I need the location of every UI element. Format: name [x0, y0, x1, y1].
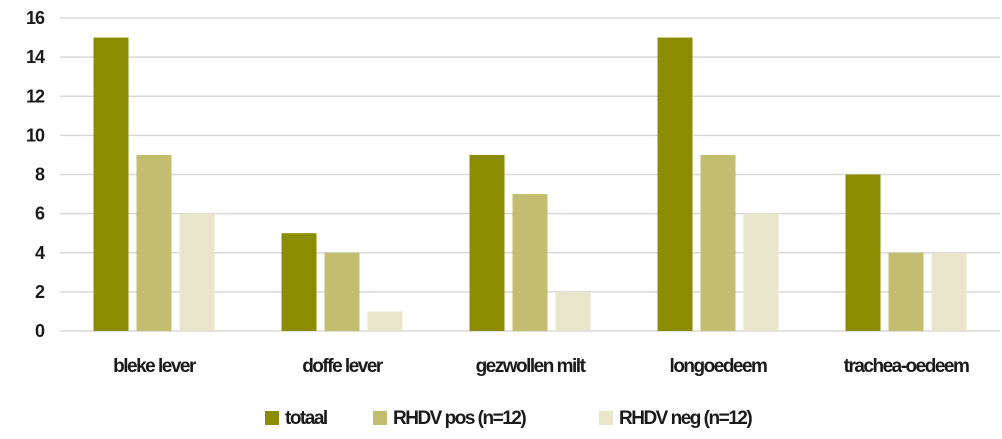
bar-2-3 [512, 194, 548, 331]
bar-2-1 [136, 154, 172, 331]
y-tick-label: 14 [26, 47, 45, 67]
bar-1-4 [657, 37, 693, 331]
bar-1-1 [93, 37, 129, 331]
x-category-label: longoedeem [670, 356, 768, 377]
bar-3-4 [743, 213, 779, 331]
bar-2-2 [324, 252, 360, 331]
y-tick-label: 8 [35, 165, 45, 185]
bars [93, 37, 967, 331]
legend-label: RHDV pos (n=12) [393, 408, 526, 429]
legend-swatch [373, 411, 387, 425]
y-tick-label: 6 [35, 204, 45, 224]
y-axis-ticks: 0 2 4 6 8 10 12 14 16 [26, 8, 46, 341]
legend-swatch [265, 411, 279, 425]
grid [60, 17, 1000, 332]
bar-1-3 [469, 154, 505, 331]
legend: totaal RHDV pos (n=12) RHDV neg (n=12) [265, 408, 754, 429]
y-tick-label: 12 [26, 86, 45, 106]
x-category-label: gezwollen milt [476, 356, 587, 377]
y-tick-label: 0 [35, 321, 45, 341]
bar-3-5 [931, 252, 967, 331]
x-axis-labels: bleke lever doffe lever gezwollen milt long… [113, 356, 970, 377]
y-tick-label: 10 [26, 125, 45, 145]
y-tick-label: 2 [35, 282, 45, 302]
bar-2-5 [888, 252, 924, 331]
bar-2-4 [700, 154, 736, 331]
legend-label: totaal [285, 408, 327, 429]
y-tick-label: 4 [35, 243, 45, 263]
legend-label: RHDV neg (n=12) [619, 408, 752, 429]
x-category-label: trachea-oedeem [844, 356, 969, 377]
legend-swatch [599, 411, 613, 425]
bar-1-2 [281, 233, 317, 331]
bar-3-3 [555, 291, 591, 331]
y-tick-label: 16 [26, 8, 45, 28]
x-category-label: bleke lever [113, 356, 197, 377]
x-category-label: doffe lever [302, 356, 384, 377]
bar-3-1 [179, 213, 215, 331]
bar-1-5 [845, 174, 881, 331]
bar-3-2 [367, 311, 403, 331]
